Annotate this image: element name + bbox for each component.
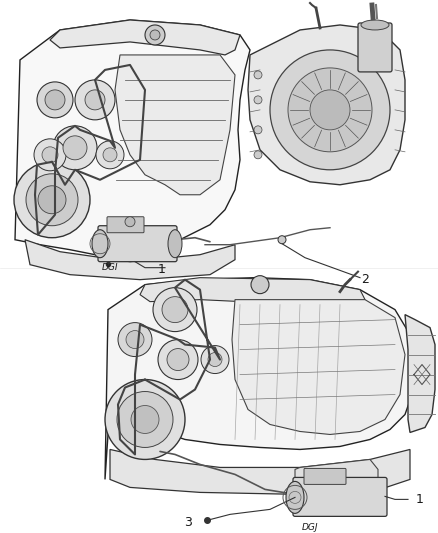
Circle shape: [208, 352, 222, 367]
Circle shape: [167, 349, 189, 370]
Circle shape: [125, 217, 135, 227]
Polygon shape: [140, 278, 365, 310]
FancyBboxPatch shape: [293, 478, 387, 516]
Circle shape: [310, 90, 350, 130]
Ellipse shape: [286, 481, 304, 513]
Polygon shape: [15, 20, 250, 257]
Circle shape: [201, 345, 229, 374]
Circle shape: [153, 288, 197, 332]
Circle shape: [251, 276, 269, 294]
Circle shape: [34, 139, 66, 171]
FancyBboxPatch shape: [98, 225, 177, 262]
Circle shape: [85, 90, 105, 110]
Circle shape: [103, 148, 117, 162]
Polygon shape: [110, 449, 410, 495]
Circle shape: [14, 162, 90, 238]
Circle shape: [126, 330, 144, 349]
Ellipse shape: [92, 230, 108, 257]
FancyBboxPatch shape: [358, 23, 392, 72]
Circle shape: [105, 379, 185, 459]
Text: 3: 3: [184, 516, 192, 529]
Circle shape: [75, 80, 115, 120]
Circle shape: [26, 174, 78, 225]
Polygon shape: [232, 300, 405, 434]
FancyBboxPatch shape: [107, 217, 144, 233]
Text: DGI: DGI: [102, 263, 118, 272]
Polygon shape: [105, 278, 415, 479]
Polygon shape: [248, 25, 405, 185]
Circle shape: [254, 151, 262, 159]
FancyBboxPatch shape: [304, 469, 346, 484]
Polygon shape: [115, 55, 235, 195]
Circle shape: [63, 136, 87, 160]
Polygon shape: [405, 314, 435, 432]
Ellipse shape: [361, 20, 389, 30]
Circle shape: [270, 50, 390, 170]
Circle shape: [150, 30, 160, 40]
Circle shape: [162, 297, 188, 322]
Text: 2: 2: [361, 273, 369, 286]
Ellipse shape: [168, 230, 182, 257]
Text: 1: 1: [416, 493, 424, 506]
Circle shape: [42, 147, 58, 163]
Text: 1: 1: [158, 263, 166, 276]
Polygon shape: [295, 459, 378, 496]
Circle shape: [118, 322, 152, 357]
Circle shape: [278, 236, 286, 244]
Circle shape: [45, 90, 65, 110]
Circle shape: [254, 126, 262, 134]
Circle shape: [145, 25, 165, 45]
Polygon shape: [25, 240, 235, 280]
Circle shape: [38, 186, 66, 214]
Circle shape: [96, 141, 124, 169]
Circle shape: [117, 392, 173, 448]
Circle shape: [53, 126, 97, 170]
Text: DGJ: DGJ: [302, 523, 318, 532]
Circle shape: [288, 68, 372, 152]
Circle shape: [131, 406, 159, 433]
Circle shape: [158, 340, 198, 379]
Polygon shape: [50, 20, 240, 55]
Circle shape: [254, 71, 262, 79]
Circle shape: [254, 96, 262, 104]
Circle shape: [37, 82, 73, 118]
